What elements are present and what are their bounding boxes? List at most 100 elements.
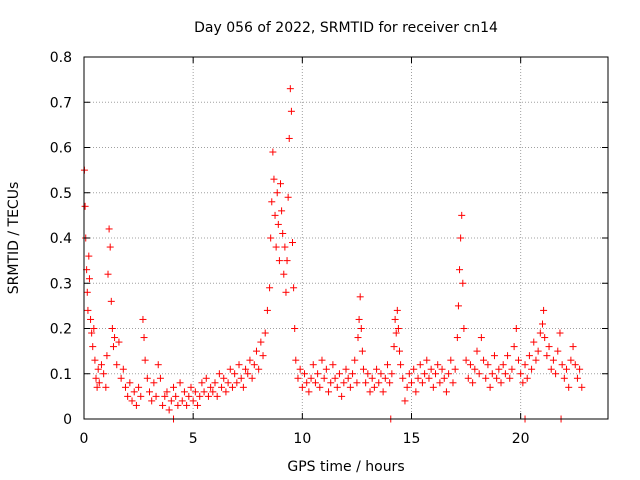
data-point: [410, 365, 418, 373]
data-point: [370, 383, 378, 391]
data-points: [80, 85, 586, 423]
data-point: [89, 343, 97, 351]
data-point: [512, 325, 520, 332]
data-point: [459, 279, 467, 287]
data-point: [282, 288, 290, 296]
data-point: [83, 288, 91, 296]
chart-title: Day 056 of 2022, SRMTID for receiver cn1…: [194, 20, 498, 36]
data-point: [263, 306, 271, 314]
data-point: [161, 392, 169, 400]
data-point: [87, 315, 95, 323]
data-point: [399, 374, 407, 382]
data-point: [268, 198, 276, 206]
data-point: [174, 401, 182, 409]
data-point: [545, 343, 553, 351]
data-point: [278, 207, 286, 215]
data-point: [383, 361, 391, 369]
data-point: [457, 234, 465, 242]
data-point: [220, 374, 228, 382]
grid: [84, 57, 608, 419]
data-point: [103, 352, 111, 360]
data-point: [353, 379, 361, 387]
data-point: [325, 388, 333, 396]
data-point: [94, 365, 102, 373]
y-tick-label: 0.6: [50, 141, 72, 157]
data-point: [335, 370, 343, 378]
data-point: [95, 379, 103, 387]
data-point: [287, 107, 295, 115]
y-tick-label: 0.8: [50, 50, 72, 66]
data-point: [178, 397, 186, 405]
data-point: [458, 211, 466, 219]
data-point: [209, 388, 217, 396]
data-point: [543, 352, 551, 360]
data-point: [357, 325, 365, 332]
data-point: [194, 401, 202, 409]
data-point: [432, 370, 440, 378]
data-point: [113, 361, 121, 369]
data-point: [368, 374, 376, 382]
data-point: [534, 347, 542, 355]
data-point: [388, 370, 396, 378]
data-point: [270, 175, 278, 183]
data-point: [196, 392, 204, 400]
data-point: [274, 220, 282, 228]
data-point: [267, 234, 275, 242]
data-point: [436, 379, 444, 387]
data-point: [132, 401, 140, 409]
data-point: [521, 361, 529, 369]
data-point: [519, 379, 527, 387]
data-point: [183, 401, 191, 409]
data-point: [111, 334, 119, 342]
data-point: [228, 383, 236, 391]
data-point: [252, 347, 260, 355]
y-tick-label: 0.1: [50, 367, 72, 383]
data-point: [119, 365, 127, 373]
data-point: [105, 225, 113, 233]
data-point: [329, 361, 337, 369]
data-point: [449, 379, 457, 387]
y-axis-title: SRMTID / TECUs: [6, 182, 22, 295]
data-point: [246, 356, 254, 364]
data-point: [170, 383, 178, 391]
data-point: [130, 388, 138, 396]
data-point: [309, 361, 317, 369]
data-point: [355, 315, 363, 323]
data-point: [377, 370, 385, 378]
data-point: [391, 315, 399, 323]
data-point: [346, 383, 354, 391]
data-point: [397, 361, 405, 369]
data-point: [331, 374, 339, 382]
data-point: [294, 374, 302, 382]
data-point: [266, 284, 274, 292]
data-point: [427, 365, 435, 373]
data-point: [283, 257, 291, 265]
data-point: [477, 334, 485, 342]
data-point: [480, 356, 488, 364]
data-point: [506, 374, 514, 382]
data-point: [552, 370, 560, 378]
data-point: [434, 361, 442, 369]
data-point: [508, 365, 516, 373]
data-point: [109, 343, 117, 351]
tick-labels: 0 0.1 0.2 0.3 0.4 0.5 0.6 0.7 0.8 0 5 10 15 20: [50, 50, 530, 447]
data-point: [525, 352, 533, 360]
data-point: [567, 356, 575, 364]
data-point: [390, 343, 398, 351]
data-point: [488, 370, 496, 378]
data-point: [250, 361, 258, 369]
data-point: [307, 374, 315, 382]
data-point: [364, 370, 372, 378]
data-point: [261, 329, 269, 337]
data-point: [530, 338, 538, 346]
data-point: [271, 211, 279, 219]
data-point: [296, 365, 304, 373]
data-point: [392, 329, 400, 337]
data-point: [429, 383, 437, 391]
data-point: [482, 374, 490, 382]
data-point: [504, 352, 512, 360]
x-axis-title: GPS time / hours: [287, 459, 404, 475]
data-point: [423, 356, 431, 364]
data-point: [257, 338, 265, 346]
